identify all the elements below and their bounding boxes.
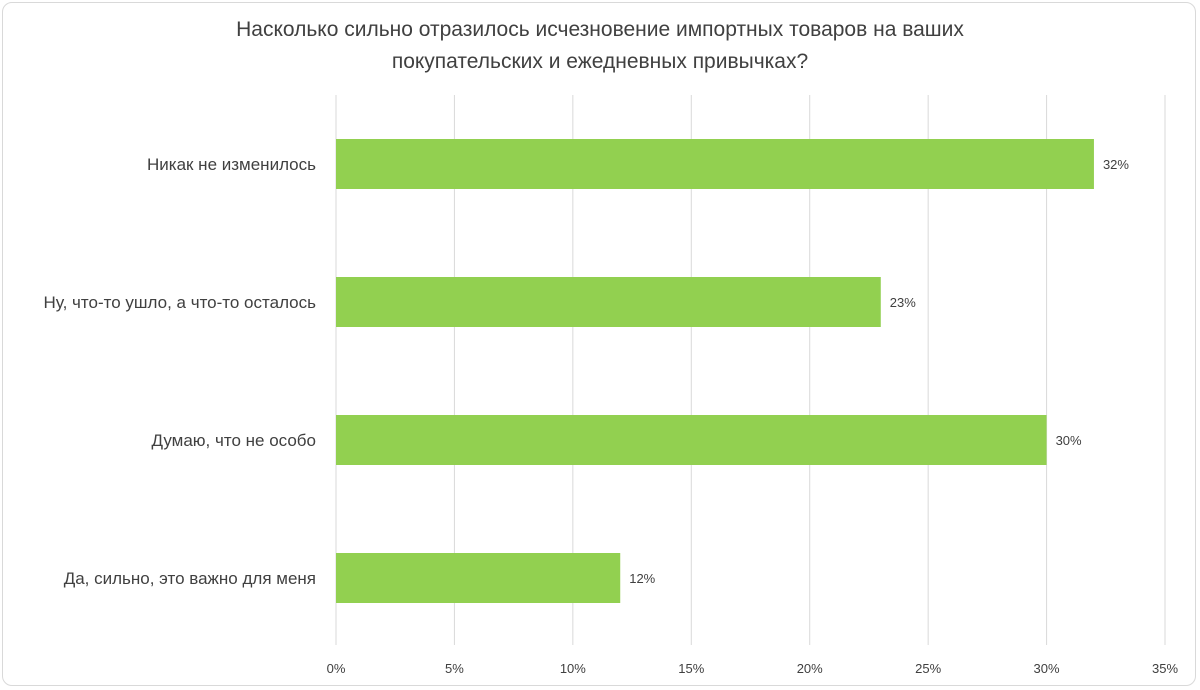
data-label: 30% — [1056, 433, 1082, 448]
x-tick-label: 10% — [560, 661, 586, 676]
data-label: 12% — [629, 571, 655, 586]
x-tick-label: 35% — [1152, 661, 1178, 676]
data-label: 32% — [1103, 157, 1129, 172]
category-label: Ну, что-то ушло, а что-то осталось — [44, 293, 317, 312]
x-tick-label: 30% — [1034, 661, 1060, 676]
data-label: 23% — [890, 295, 916, 310]
bar — [336, 415, 1047, 465]
x-tick-label: 0% — [327, 661, 346, 676]
bar — [336, 139, 1094, 189]
x-tick-label: 15% — [678, 661, 704, 676]
bar — [336, 277, 881, 327]
chart-title-line-2: покупательских и ежедневных привычках? — [391, 50, 809, 73]
x-tick-label: 20% — [797, 661, 823, 676]
category-label: Да, сильно, это важно для меня — [64, 569, 316, 588]
category-label: Думаю, что не особо — [151, 431, 316, 450]
x-tick-label: 25% — [915, 661, 941, 676]
category-label: Никак не изменилось — [147, 155, 316, 174]
chart-title: Насколько сильно отразилось исчезновение… — [0, 14, 1200, 78]
bar — [336, 553, 621, 603]
chart-title-line-1: Насколько сильно отразилось исчезновение… — [236, 18, 964, 41]
x-tick-label: 5% — [445, 661, 464, 676]
